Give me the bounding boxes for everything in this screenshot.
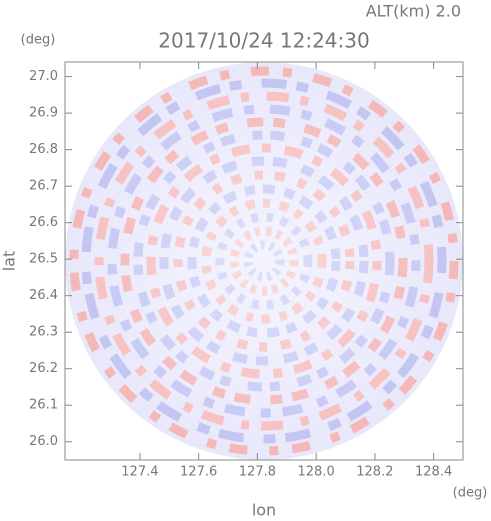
x-tick-label: 127.6	[180, 465, 217, 480]
altitude-label: ALT(km) 2.0	[366, 2, 461, 21]
chart-title: 2017/10/24 12:24:30	[158, 29, 369, 53]
y-tick-label: 26.6	[29, 215, 58, 230]
x-unit: (deg)	[453, 486, 488, 501]
x-tick-label: 128.0	[298, 465, 335, 480]
reflectivity-field	[65, 62, 463, 460]
y-tick-label: 26.7	[29, 179, 58, 194]
x-tick-label: 128.4	[415, 465, 452, 480]
y-tick-label: 26.5	[29, 252, 58, 267]
x-tick-label: 127.4	[121, 465, 158, 480]
x-tick-label: 127.8	[239, 465, 276, 480]
x-axis-label: lon	[252, 501, 276, 520]
y-tick-label: 26.0	[29, 434, 58, 449]
y-tick-label: 26.8	[29, 142, 58, 157]
y-unit: (deg)	[21, 33, 56, 48]
y-tick-label: 26.9	[29, 106, 58, 121]
y-tick-label: 27.0	[29, 69, 58, 84]
plot-frame	[64, 61, 464, 461]
y-axis-label: lat	[0, 251, 19, 272]
y-tick-label: 26.3	[29, 325, 58, 340]
y-tick-label: 26.2	[29, 361, 58, 376]
x-tick-label: 128.2	[356, 465, 393, 480]
y-tick-label: 26.4	[29, 288, 58, 303]
y-tick-label: 26.1	[29, 398, 58, 413]
